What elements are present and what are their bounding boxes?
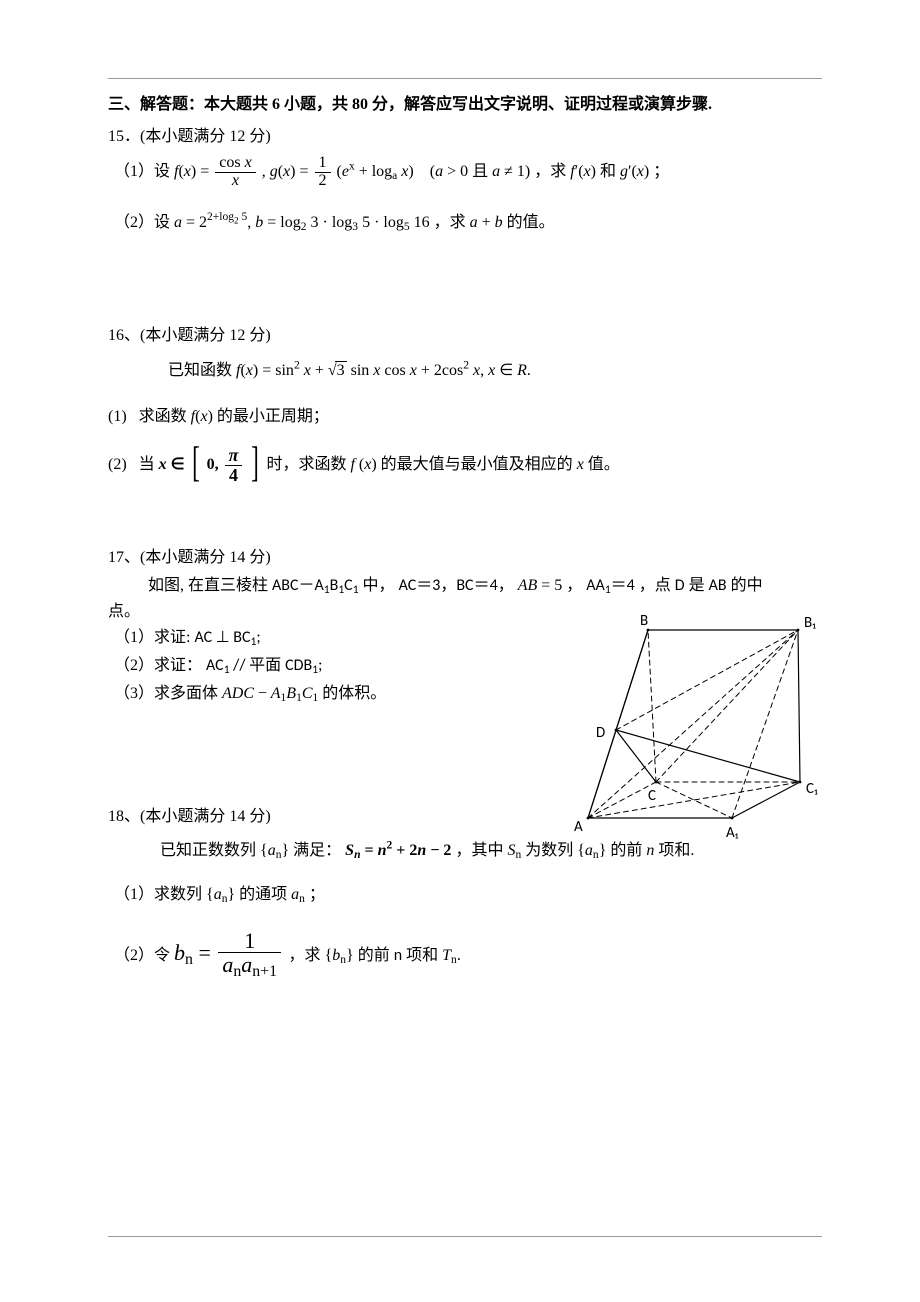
figure-label-B1: B₁ bbox=[804, 614, 816, 632]
q18-stem: 已知正数数列 {an} 满足： Sn = n2 + 2n − 2 ，其中 Sn … bbox=[108, 836, 822, 861]
figure-label-B: B bbox=[640, 612, 648, 630]
q16-part1: (1) 求函数 f(x) 的最小正周期； bbox=[108, 402, 822, 426]
content-area: 三、解答题：本大题共 6 小题，共 80 分，解答应写出文字说明、证明过程或演算… bbox=[108, 92, 822, 981]
exam-page: 三、解答题：本大题共 6 小题，共 80 分，解答应写出文字说明、证明过程或演算… bbox=[0, 0, 920, 1302]
figure-label-C: C bbox=[648, 787, 656, 805]
q16-part2: (2) 当 x ∈ [ 0, π 4 ] 时，求函数 f (x) 的最大值与最小… bbox=[108, 446, 822, 485]
q16-header: 16、(本小题满分 12 分) bbox=[108, 323, 822, 349]
q15-part1: （1）设 f(x) = cos x x , g(x) = 1 2 (ex + l… bbox=[108, 155, 822, 190]
q17-header: 17、(本小题满分 14 分) bbox=[108, 543, 822, 567]
q17-figure: ABCDA₁B₁C₁ bbox=[570, 610, 820, 835]
q18-part1: （1）求数列 {an} 的通项 an ； bbox=[108, 880, 822, 905]
figure-label-C1: C₁ bbox=[806, 780, 818, 798]
q15-part2: （2）设 a = 22+log2 5, b = log2 3 · log3 5 … bbox=[108, 208, 822, 233]
q15: 15．(本小题满分 12 分) （1）设 f(x) = cos x x , g(… bbox=[108, 124, 822, 233]
q16: 16、(本小题满分 12 分) 已知函数 f(x) = sin2 x + 3 s… bbox=[108, 323, 822, 485]
q17-stem-l1: 如图, 在直三棱柱 ABC－A1B1C1 中， AC＝3，BC＝4， AB = … bbox=[108, 571, 822, 597]
q15-header: 15．(本小题满分 12 分) bbox=[108, 124, 822, 150]
q16-stem: 已知函数 f(x) = sin2 x + 3 sin x cos x + 2co… bbox=[108, 356, 822, 380]
q15-p1-pre: （1）设 bbox=[114, 163, 174, 180]
top-rule bbox=[108, 78, 822, 79]
figure-label-A: A bbox=[574, 818, 583, 836]
figure-label-D: D bbox=[596, 724, 605, 742]
bottom-rule bbox=[108, 1236, 822, 1237]
q18-part2: （2）令 bn = 1 anan+1 ，求 {bn} 的前 n 项和 Tn. bbox=[108, 929, 822, 981]
figure-label-A1: A₁ bbox=[726, 824, 738, 842]
section-title: 三、解答题：本大题共 6 小题，共 80 分，解答应写出文字说明、证明过程或演算… bbox=[108, 92, 822, 118]
